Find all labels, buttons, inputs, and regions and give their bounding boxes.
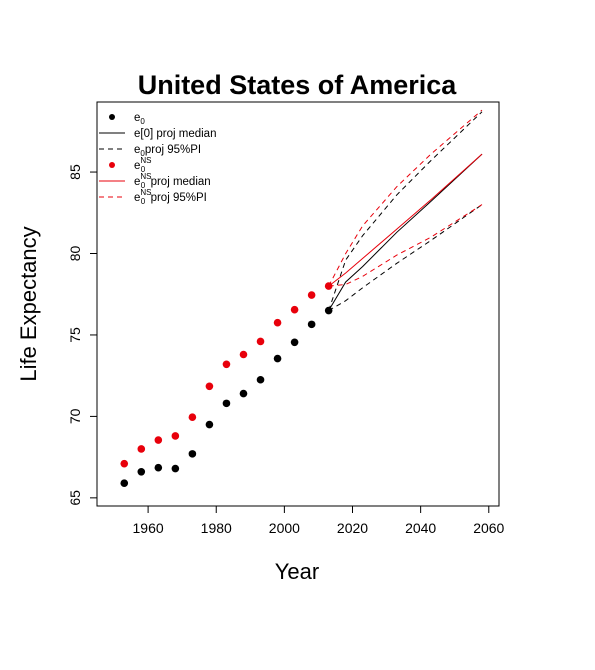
data-point [154,463,163,472]
data-point [137,445,146,453]
series-line [328,153,483,287]
data-point [171,432,180,440]
x-tick-label: 2000 [269,520,300,536]
data-point [307,291,316,299]
legend-label: e[0] proj median [134,128,216,140]
data-point [256,375,265,384]
legend-label: eNS 0 proj 95%PI [134,188,207,206]
series-line [328,153,483,311]
data-series [120,109,483,487]
y-tick-label: 80 [67,246,83,262]
legend-item-e0: e0 [109,112,145,126]
legend-label: e0proj 95%PI [134,144,201,158]
legend-label-superscript: NS [140,172,151,181]
y-tick-label: 70 [67,408,83,424]
y-axis: 65 70 75 80 85 [67,164,97,506]
data-point [205,420,214,429]
legend-label-rest: proj 95%PI [145,144,201,156]
data-point [154,436,163,444]
legend-item-ns_pi: eNS 0 proj 95%PI [99,188,207,206]
x-axis-title: Year [275,559,319,584]
series-line [328,111,483,311]
y-axis-title: Life Expectancy [16,226,41,381]
data-point [239,350,248,359]
legend-item-pi: e0proj 95%PI [99,144,201,158]
data-point [273,354,282,363]
data-point [188,413,197,422]
data-point [290,338,299,347]
y-tick-label: 85 [67,164,83,180]
data-point [120,459,129,468]
legend-label-superscript: NS [140,188,151,197]
series-e0ns [120,282,333,468]
legend-marker [109,114,115,120]
legend-label: e0 [134,112,145,126]
data-point [273,318,282,327]
data-point [137,467,146,476]
data-point [256,337,265,346]
data-point [171,464,180,473]
series-median [328,153,483,311]
series-line [328,204,483,287]
x-tick-label: 2020 [337,520,368,536]
data-point [205,382,214,391]
legend-label-subscript: 0 [140,117,145,126]
legend-label-subscript: 0 [141,181,146,190]
x-tick-label: 1960 [133,520,164,536]
legend-label-base: e [134,144,140,156]
series-ns_pi_upper [328,109,483,287]
data-point [239,389,248,398]
plot-border [96,101,500,507]
series-line [328,204,483,311]
data-point [307,320,316,329]
data-point [188,450,197,458]
series-e0 [120,306,333,487]
data-point [222,399,231,408]
series-pi_lower [328,204,483,311]
legend-label: eNS 0 proj median [134,172,211,190]
chart-title: United States of America [138,70,458,100]
y-tick-label: 75 [67,327,83,343]
data-point [290,305,299,314]
legend-item-median: e[0] proj median [99,128,216,140]
x-tick-label: 2060 [473,520,504,536]
legend-label-base: e[0] proj median [134,128,216,140]
series-ns_pi_lower [328,204,483,287]
legend-item-ns_median: eNS 0 proj median [99,172,211,190]
plot-frame [96,101,500,507]
y-tick-label: 65 [67,490,83,506]
legend-label-base: e [134,176,140,188]
legend-marker [109,162,115,168]
series-ns_median [328,153,483,287]
legend-label-rest: proj median [151,176,211,188]
data-point [324,306,333,315]
series-line [328,109,483,287]
legend-item-e0ns: eNS 0 [109,156,152,174]
legend-label-base: e [134,160,140,172]
legend-label-rest: proj 95%PI [151,192,207,204]
series-pi_upper [328,111,483,311]
x-axis: 1960 1980 2000 2020 2040 2060 [133,506,505,536]
data-point [222,360,231,369]
data-point [120,479,129,487]
legend-label-superscript: NS [140,156,151,165]
legend-label: eNS 0 [134,156,152,174]
legend-label-subscript: 0 [141,165,146,174]
legend-label-base: e [134,192,140,204]
x-tick-label: 2040 [405,520,436,536]
legend-label-subscript: 0 [141,197,146,206]
legend-label-base: e [134,112,140,124]
legend-label-subscript: 0 [140,149,145,158]
x-tick-label: 1980 [201,520,232,536]
